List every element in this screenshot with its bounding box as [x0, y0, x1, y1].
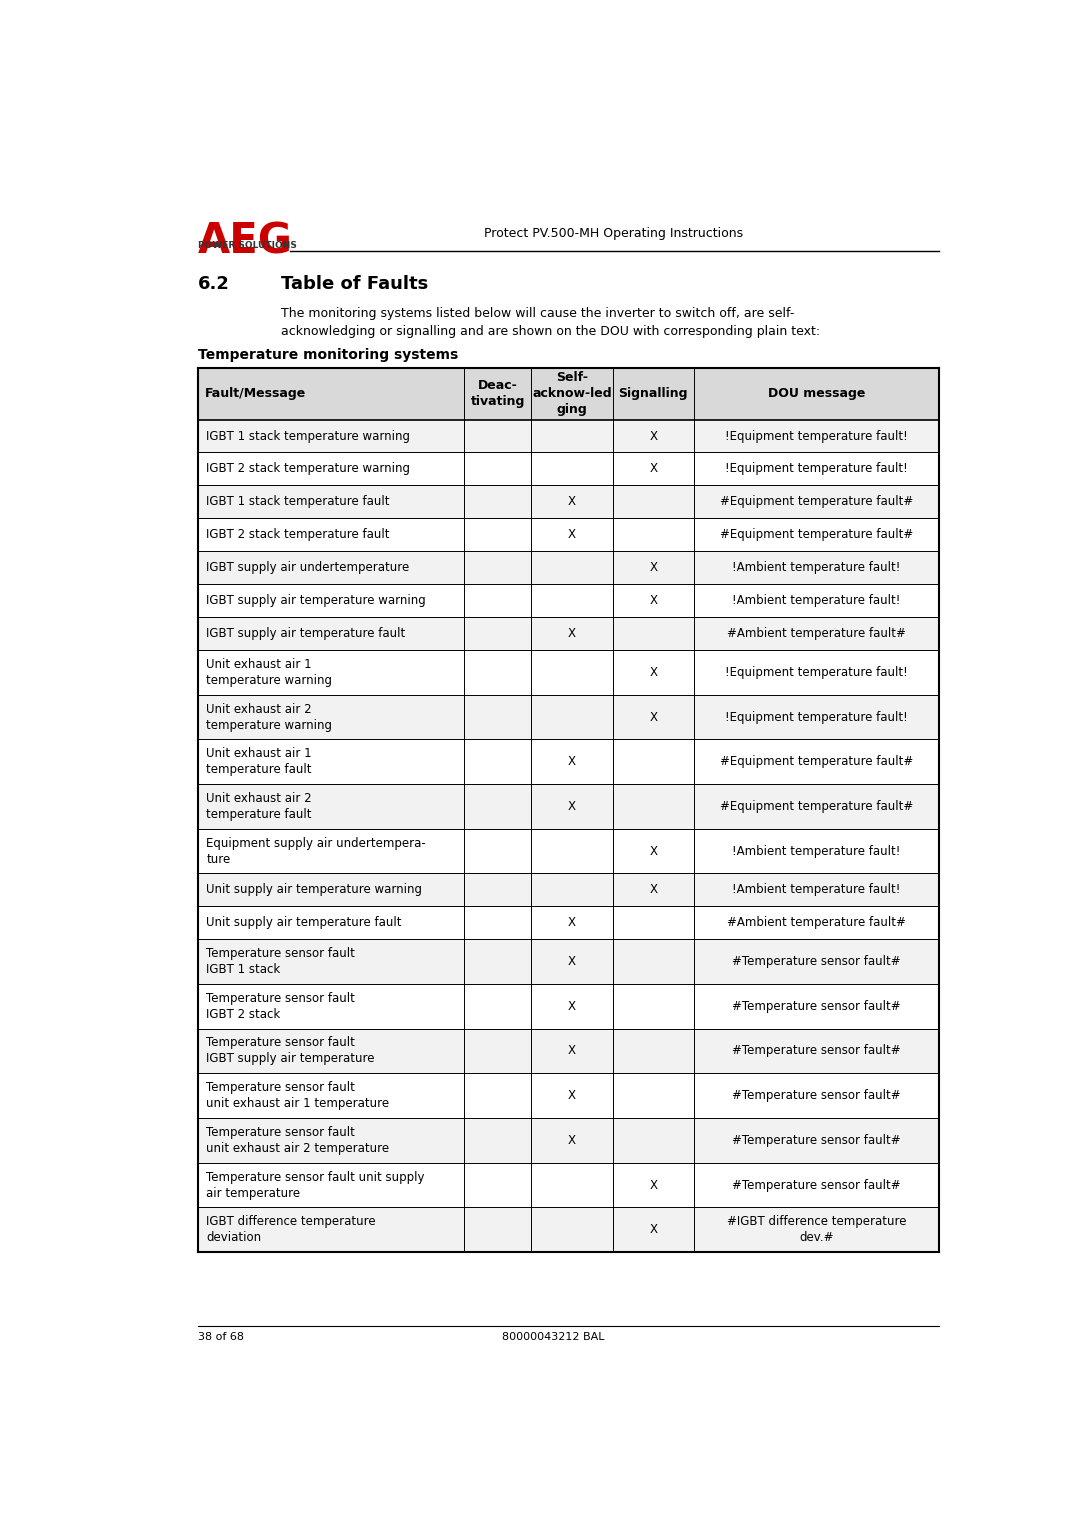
Text: Unit exhaust air 1
temperature warning: Unit exhaust air 1 temperature warning — [206, 658, 333, 687]
Bar — [198, 420, 939, 452]
Text: #Equipment temperature fault#: #Equipment temperature fault# — [719, 756, 913, 768]
Bar — [198, 873, 939, 907]
Bar — [198, 695, 939, 739]
Text: Temperature sensor fault
unit exhaust air 1 temperature: Temperature sensor fault unit exhaust ai… — [206, 1081, 389, 1110]
Text: X: X — [649, 710, 658, 724]
Text: #Temperature sensor fault#: #Temperature sensor fault# — [732, 1044, 901, 1058]
Bar — [198, 739, 939, 783]
Text: #Temperature sensor fault#: #Temperature sensor fault# — [732, 954, 901, 968]
Bar — [198, 783, 939, 829]
Text: Temperature sensor fault
IGBT 2 stack: Temperature sensor fault IGBT 2 stack — [206, 993, 355, 1020]
Bar — [198, 829, 939, 873]
Text: Unit supply air temperature warning: Unit supply air temperature warning — [206, 884, 422, 896]
Text: X: X — [568, 1044, 576, 1058]
Text: #Ambient temperature fault#: #Ambient temperature fault# — [727, 628, 906, 640]
Text: #Temperature sensor fault#: #Temperature sensor fault# — [732, 1089, 901, 1102]
Text: X: X — [568, 528, 576, 541]
Text: Equipment supply air undertempera-
ture: Equipment supply air undertempera- ture — [206, 837, 426, 866]
Text: #Ambient temperature fault#: #Ambient temperature fault# — [727, 916, 906, 930]
Text: #Equipment temperature fault#: #Equipment temperature fault# — [719, 495, 913, 508]
Bar — [198, 518, 939, 551]
Text: Unit exhaust air 2
temperature fault: Unit exhaust air 2 temperature fault — [206, 793, 312, 822]
Text: Temperature monitoring systems: Temperature monitoring systems — [198, 348, 458, 362]
Text: 38 of 68: 38 of 68 — [198, 1332, 244, 1342]
Text: POWER SOLUTIONS: POWER SOLUTIONS — [198, 241, 297, 250]
Bar — [198, 486, 939, 518]
Bar — [198, 939, 939, 983]
Text: X: X — [649, 429, 658, 443]
Bar — [198, 651, 939, 695]
Bar — [198, 452, 939, 486]
Text: Temperature sensor fault
IGBT 1 stack: Temperature sensor fault IGBT 1 stack — [206, 947, 355, 976]
Text: X: X — [649, 1179, 658, 1191]
Text: DOU message: DOU message — [768, 388, 865, 400]
Text: X: X — [649, 884, 658, 896]
Text: The monitoring systems listed below will cause the inverter to switch off, are s: The monitoring systems listed below will… — [282, 307, 821, 337]
Text: #Equipment temperature fault#: #Equipment temperature fault# — [719, 800, 913, 812]
Text: Unit supply air temperature fault: Unit supply air temperature fault — [206, 916, 402, 930]
Text: X: X — [649, 594, 658, 608]
Text: IGBT 2 stack temperature warning: IGBT 2 stack temperature warning — [206, 463, 410, 475]
Text: !Ambient temperature fault!: !Ambient temperature fault! — [732, 844, 901, 858]
Text: X: X — [568, 800, 576, 812]
Text: Fault/Message: Fault/Message — [204, 388, 306, 400]
Text: Protect PV.500-MH Operating Instructions: Protect PV.500-MH Operating Instructions — [484, 226, 743, 240]
Text: X: X — [649, 1223, 658, 1237]
Text: #Temperature sensor fault#: #Temperature sensor fault# — [732, 1135, 901, 1147]
Text: IGBT supply air undertemperature: IGBT supply air undertemperature — [206, 562, 409, 574]
Text: IGBT supply air temperature fault: IGBT supply air temperature fault — [206, 628, 405, 640]
Text: X: X — [649, 562, 658, 574]
Text: !Ambient temperature fault!: !Ambient temperature fault! — [732, 562, 901, 574]
Text: Unit exhaust air 1
temperature fault: Unit exhaust air 1 temperature fault — [206, 747, 312, 776]
Bar — [198, 1208, 939, 1252]
Bar — [198, 585, 939, 617]
Bar — [198, 368, 939, 420]
Bar — [198, 1118, 939, 1162]
Text: IGBT 2 stack temperature fault: IGBT 2 stack temperature fault — [206, 528, 390, 541]
Text: Unit exhaust air 2
temperature warning: Unit exhaust air 2 temperature warning — [206, 702, 333, 731]
Text: #Temperature sensor fault#: #Temperature sensor fault# — [732, 1000, 901, 1012]
Text: X: X — [568, 495, 576, 508]
Text: X: X — [568, 1000, 576, 1012]
Text: X: X — [568, 756, 576, 768]
Text: Table of Faults: Table of Faults — [282, 275, 429, 293]
Bar — [198, 983, 939, 1029]
Text: !Equipment temperature fault!: !Equipment temperature fault! — [725, 710, 907, 724]
Text: 6.2: 6.2 — [198, 275, 230, 293]
Text: IGBT supply air temperature warning: IGBT supply air temperature warning — [206, 594, 426, 608]
Text: IGBT 1 stack temperature fault: IGBT 1 stack temperature fault — [206, 495, 390, 508]
Bar — [198, 1029, 939, 1073]
Text: !Ambient temperature fault!: !Ambient temperature fault! — [732, 594, 901, 608]
Text: !Equipment temperature fault!: !Equipment temperature fault! — [725, 429, 907, 443]
Bar — [198, 907, 939, 939]
Text: !Equipment temperature fault!: !Equipment temperature fault! — [725, 463, 907, 475]
Text: !Ambient temperature fault!: !Ambient temperature fault! — [732, 884, 901, 896]
Text: !Equipment temperature fault!: !Equipment temperature fault! — [725, 666, 907, 680]
Text: X: X — [568, 954, 576, 968]
Text: Temperature sensor fault
IGBT supply air temperature: Temperature sensor fault IGBT supply air… — [206, 1037, 375, 1066]
Text: X: X — [649, 463, 658, 475]
Text: #IGBT difference temperature
dev.#: #IGBT difference temperature dev.# — [727, 1215, 906, 1245]
Text: Temperature sensor fault
unit exhaust air 2 temperature: Temperature sensor fault unit exhaust ai… — [206, 1125, 389, 1154]
Text: Self-
acknow-led
ging: Self- acknow-led ging — [532, 371, 611, 417]
Text: #Temperature sensor fault#: #Temperature sensor fault# — [732, 1179, 901, 1191]
Text: 80000043212 BAL: 80000043212 BAL — [502, 1332, 605, 1342]
Text: X: X — [649, 666, 658, 680]
Text: X: X — [568, 916, 576, 930]
Bar — [198, 551, 939, 585]
Text: #Equipment temperature fault#: #Equipment temperature fault# — [719, 528, 913, 541]
Text: IGBT 1 stack temperature warning: IGBT 1 stack temperature warning — [206, 429, 410, 443]
Bar — [198, 1162, 939, 1208]
Bar — [198, 617, 939, 651]
Bar — [198, 1073, 939, 1118]
Text: IGBT difference temperature
deviation: IGBT difference temperature deviation — [206, 1215, 376, 1245]
Text: Deac-
tivating: Deac- tivating — [471, 379, 525, 408]
Text: Signalling: Signalling — [619, 388, 688, 400]
Text: X: X — [568, 1135, 576, 1147]
Text: X: X — [649, 844, 658, 858]
Text: AEG: AEG — [198, 221, 293, 263]
Text: Temperature sensor fault unit supply
air temperature: Temperature sensor fault unit supply air… — [206, 1171, 424, 1200]
Text: X: X — [568, 628, 576, 640]
Text: X: X — [568, 1089, 576, 1102]
